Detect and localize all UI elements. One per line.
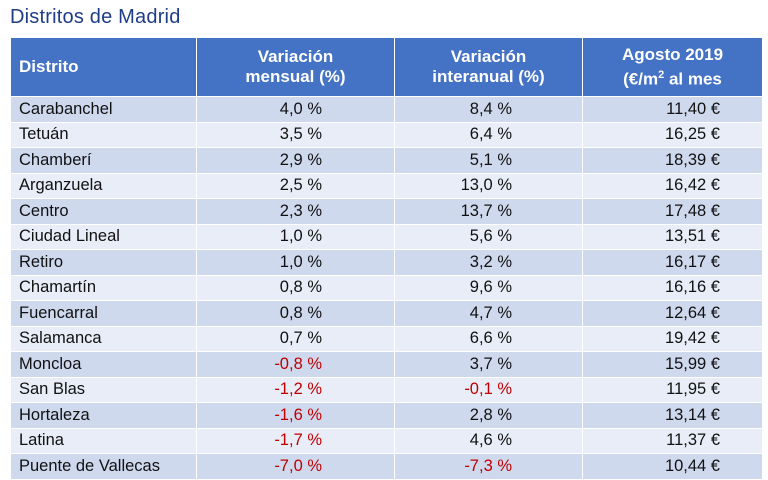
cell-interanual: 6,6 % xyxy=(394,325,583,352)
page-title: Distritos de Madrid xyxy=(10,6,181,28)
table-row: Chamberí 2,9 % 5,1 % 18,39 € xyxy=(10,147,763,174)
header-agosto-sup: 2 xyxy=(658,68,665,81)
districts-table: Distrito Variación mensual (%) Variación… xyxy=(10,37,763,480)
cell-mensual: -1,7 % xyxy=(196,427,395,454)
header-interanual-line2: interanual (%) xyxy=(432,67,545,86)
cell-mensual: 2,9 % xyxy=(196,147,395,174)
header-interanual-line1: Variación xyxy=(450,47,527,66)
cell-mensual: -0,8 % xyxy=(196,351,395,378)
cell-interanual: 2,8 % xyxy=(394,402,583,429)
cell-interanual: 4,7 % xyxy=(394,300,583,327)
table-row: Centro 2,3 % 13,7 % 17,48 € xyxy=(10,198,763,225)
cell-distrito: Chamberí xyxy=(10,147,197,174)
header-interanual: Variación interanual (%) xyxy=(394,37,583,97)
cell-mensual: 0,7 % xyxy=(196,325,395,352)
cell-mensual: -1,2 % xyxy=(196,376,395,403)
cell-precio: 13,51 € xyxy=(582,223,763,250)
table-row: Moncloa -0,8 % 3,7 % 15,99 € xyxy=(10,351,763,378)
table-row: Hortaleza -1,6 % 2,8 % 13,14 € xyxy=(10,402,763,429)
table-row: Carabanchel 4,0 % 8,4 % 11,40 € xyxy=(10,96,763,123)
cell-precio: 18,39 € xyxy=(582,147,763,174)
header-agosto: Agosto 2019 (€/m2 al mes xyxy=(582,37,763,97)
cell-interanual: -0,1 % xyxy=(394,376,583,403)
cell-precio: 12,64 € xyxy=(582,300,763,327)
cell-mensual: -1,6 % xyxy=(196,402,395,429)
cell-mensual: 1,0 % xyxy=(196,249,395,276)
cell-interanual: 13,7 % xyxy=(394,198,583,225)
cell-precio: 11,40 € xyxy=(582,96,763,123)
cell-distrito: San Blas xyxy=(10,376,197,403)
cell-interanual: 6,4 % xyxy=(394,121,583,148)
cell-mensual: 2,5 % xyxy=(196,172,395,199)
cell-interanual: 3,2 % xyxy=(394,249,583,276)
header-mensual: Variación mensual (%) xyxy=(196,37,395,97)
cell-mensual: 2,3 % xyxy=(196,198,395,225)
table-row: Retiro 1,0 % 3,2 % 16,17 € xyxy=(10,249,763,276)
cell-precio: 10,44 € xyxy=(582,453,763,480)
cell-mensual: 4,0 % xyxy=(196,96,395,123)
cell-distrito: Moncloa xyxy=(10,351,197,378)
cell-interanual: 3,7 % xyxy=(394,351,583,378)
cell-distrito: Latina xyxy=(10,427,197,454)
header-mensual-line1: Variación xyxy=(257,47,334,66)
table-row: San Blas -1,2 % -0,1 % 11,95 € xyxy=(10,376,763,403)
cell-mensual: 3,5 % xyxy=(196,121,395,148)
table-row: Chamartín 0,8 % 9,6 % 16,16 € xyxy=(10,274,763,301)
cell-mensual: 1,0 % xyxy=(196,223,395,250)
cell-interanual: 5,1 % xyxy=(394,147,583,174)
cell-mensual: -7,0 % xyxy=(196,453,395,480)
cell-distrito: Retiro xyxy=(10,249,197,276)
header-agosto-line2b: al mes xyxy=(664,69,722,89)
table-row: Arganzuela 2,5 % 13,0 % 16,42 € xyxy=(10,172,763,199)
cell-interanual: 4,6 % xyxy=(394,427,583,454)
table-row: Latina -1,7 % 4,6 % 11,37 € xyxy=(10,427,763,454)
cell-distrito: Hortaleza xyxy=(10,402,197,429)
cell-interanual: 9,6 % xyxy=(394,274,583,301)
table-row: Puente de Vallecas -7,0 % -7,3 % 10,44 € xyxy=(10,453,763,480)
header-mensual-line2: mensual (%) xyxy=(245,67,346,86)
table-row: Salamanca 0,7 % 6,6 % 19,42 € xyxy=(10,325,763,352)
cell-distrito: Salamanca xyxy=(10,325,197,352)
cell-distrito: Chamartín xyxy=(10,274,197,301)
cell-interanual: 8,4 % xyxy=(394,96,583,123)
cell-interanual: 5,6 % xyxy=(394,223,583,250)
cell-precio: 16,42 € xyxy=(582,172,763,199)
cell-distrito: Puente de Vallecas xyxy=(10,453,197,480)
cell-distrito: Ciudad Lineal xyxy=(10,223,197,250)
cell-precio: 11,37 € xyxy=(582,427,763,454)
table-row: Fuencarral 0,8 % 4,7 % 12,64 € xyxy=(10,300,763,327)
cell-interanual: 13,0 % xyxy=(394,172,583,199)
cell-distrito: Tetuán xyxy=(10,121,197,148)
cell-precio: 13,14 € xyxy=(582,402,763,429)
cell-precio: 19,42 € xyxy=(582,325,763,352)
cell-distrito: Fuencarral xyxy=(10,300,197,327)
table-row: Tetuán 3,5 % 6,4 % 16,25 € xyxy=(10,121,763,148)
header-row: Distrito Variación mensual (%) Variación… xyxy=(10,37,763,97)
cell-precio: 11,95 € xyxy=(582,376,763,403)
header-agosto-line1: Agosto 2019 xyxy=(621,44,724,64)
header-distrito: Distrito xyxy=(10,37,197,97)
cell-precio: 16,17 € xyxy=(582,249,763,276)
cell-precio: 16,16 € xyxy=(582,274,763,301)
cell-precio: 17,48 € xyxy=(582,198,763,225)
cell-distrito: Arganzuela xyxy=(10,172,197,199)
table-body: Carabanchel 4,0 % 8,4 % 11,40 € Tetuán 3,5 % 6… xyxy=(10,96,763,480)
cell-interanual: -7,3 % xyxy=(394,453,583,480)
cell-distrito: Centro xyxy=(10,198,197,225)
cell-mensual: 0,8 % xyxy=(196,300,395,327)
cell-mensual: 0,8 % xyxy=(196,274,395,301)
cell-precio: 16,25 € xyxy=(582,121,763,148)
cell-distrito: Carabanchel xyxy=(10,96,197,123)
header-agosto-line2a: (€/m xyxy=(623,69,659,89)
cell-precio: 15,99 € xyxy=(582,351,763,378)
table-row: Ciudad Lineal 1,0 % 5,6 % 13,51 € xyxy=(10,223,763,250)
